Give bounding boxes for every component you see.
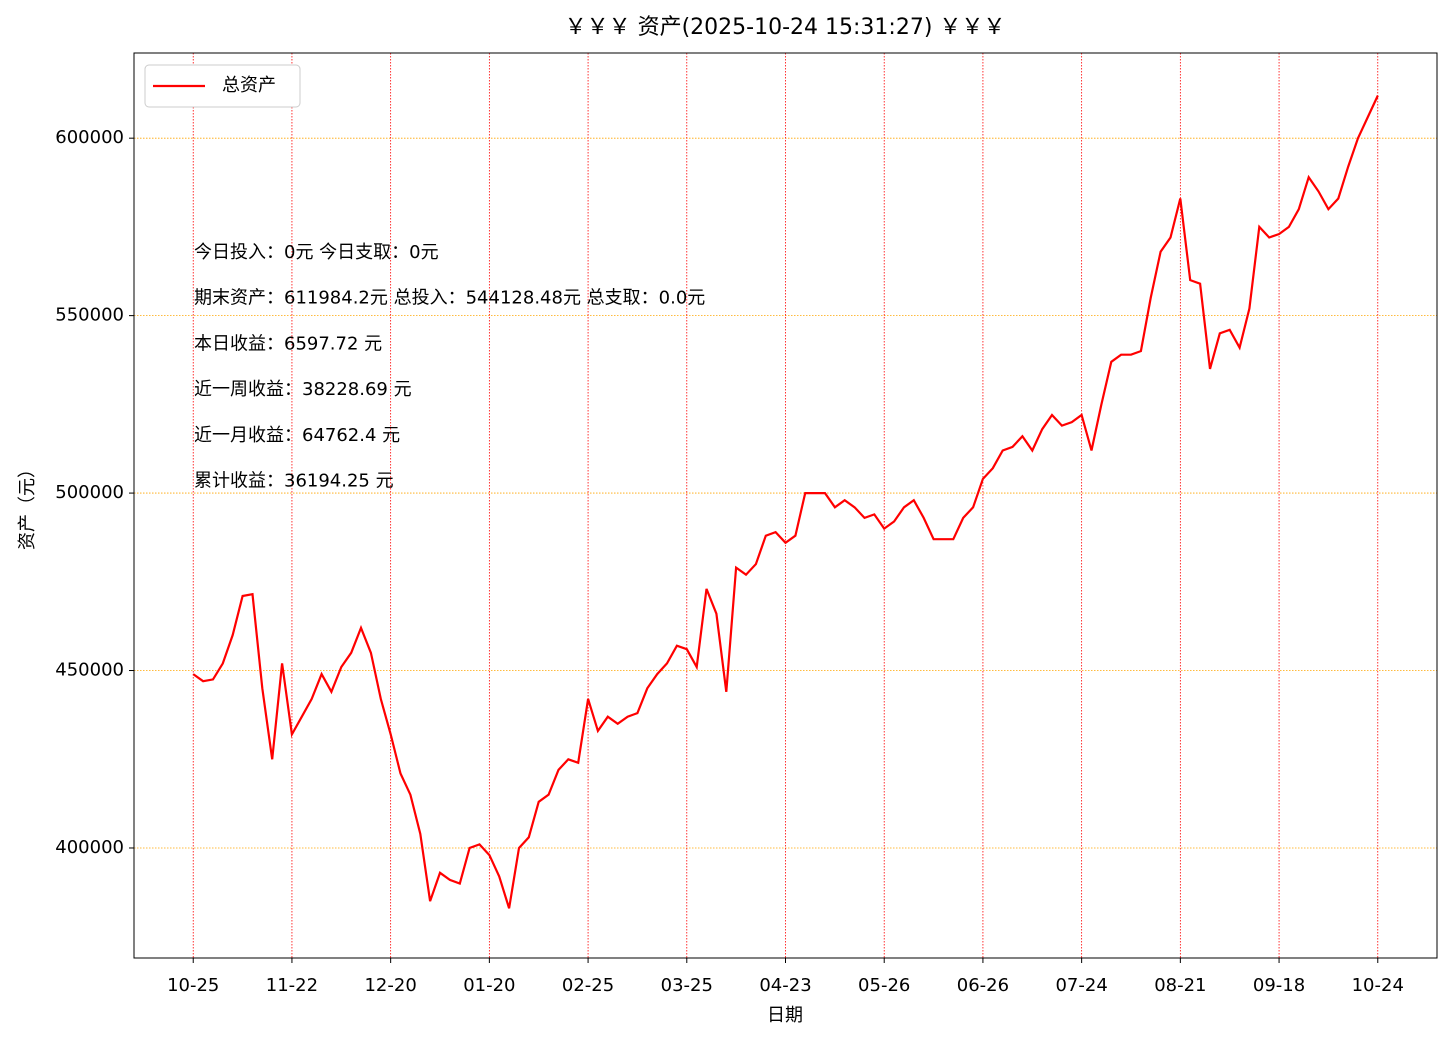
annotation: 今日投入：0元 今日支取：0元: [194, 242, 439, 263]
legend-box: [144, 64, 301, 108]
x-tick-label: 02-25: [562, 975, 614, 996]
y-axis-label: 资产（元）: [17, 460, 38, 550]
x-tick-label: 04-23: [759, 975, 811, 996]
y-tick-label: 550000: [55, 305, 124, 326]
x-tick-label: 07-24: [1055, 975, 1107, 996]
chart-title: ￥￥￥ 资产(2025-10-24 15:31:27) ￥￥￥: [565, 15, 1006, 40]
legend-label: 总资产: [222, 75, 276, 96]
annotation: 近一周收益：38228.69 元: [194, 379, 412, 400]
x-tick-label: 05-26: [858, 975, 910, 996]
y-tick-label: 500000: [55, 482, 124, 503]
x-tick-label: 10-24: [1352, 975, 1404, 996]
annotation: 本日收益：6597.72 元: [194, 333, 382, 354]
x-axis-label: 日期: [767, 1005, 803, 1026]
x-tick-label: 08-21: [1154, 975, 1206, 996]
plot-frame: [133, 52, 1438, 959]
x-tick-label: 10-25: [167, 975, 219, 996]
annotation: 近一月收益：64762.4 元: [194, 425, 400, 446]
x-tick-label: 12-20: [364, 975, 416, 996]
x-tick-label: 09-18: [1253, 975, 1305, 996]
annotation: 累计收益：36194.25 元: [194, 471, 394, 492]
y-tick-label: 400000: [55, 837, 124, 858]
x-tick-label: 11-22: [266, 975, 318, 996]
x-tick-label: 06-26: [957, 975, 1009, 996]
x-tick-label: 01-20: [463, 975, 515, 996]
y-tick-label: 450000: [55, 660, 124, 681]
line-series: [192, 95, 1379, 909]
annotation: 期末资产：611984.2元 总投入：544128.48元 总支取：0.0元: [194, 288, 705, 309]
y-tick-label: 600000: [55, 127, 124, 148]
x-tick-label: 03-25: [661, 975, 713, 996]
